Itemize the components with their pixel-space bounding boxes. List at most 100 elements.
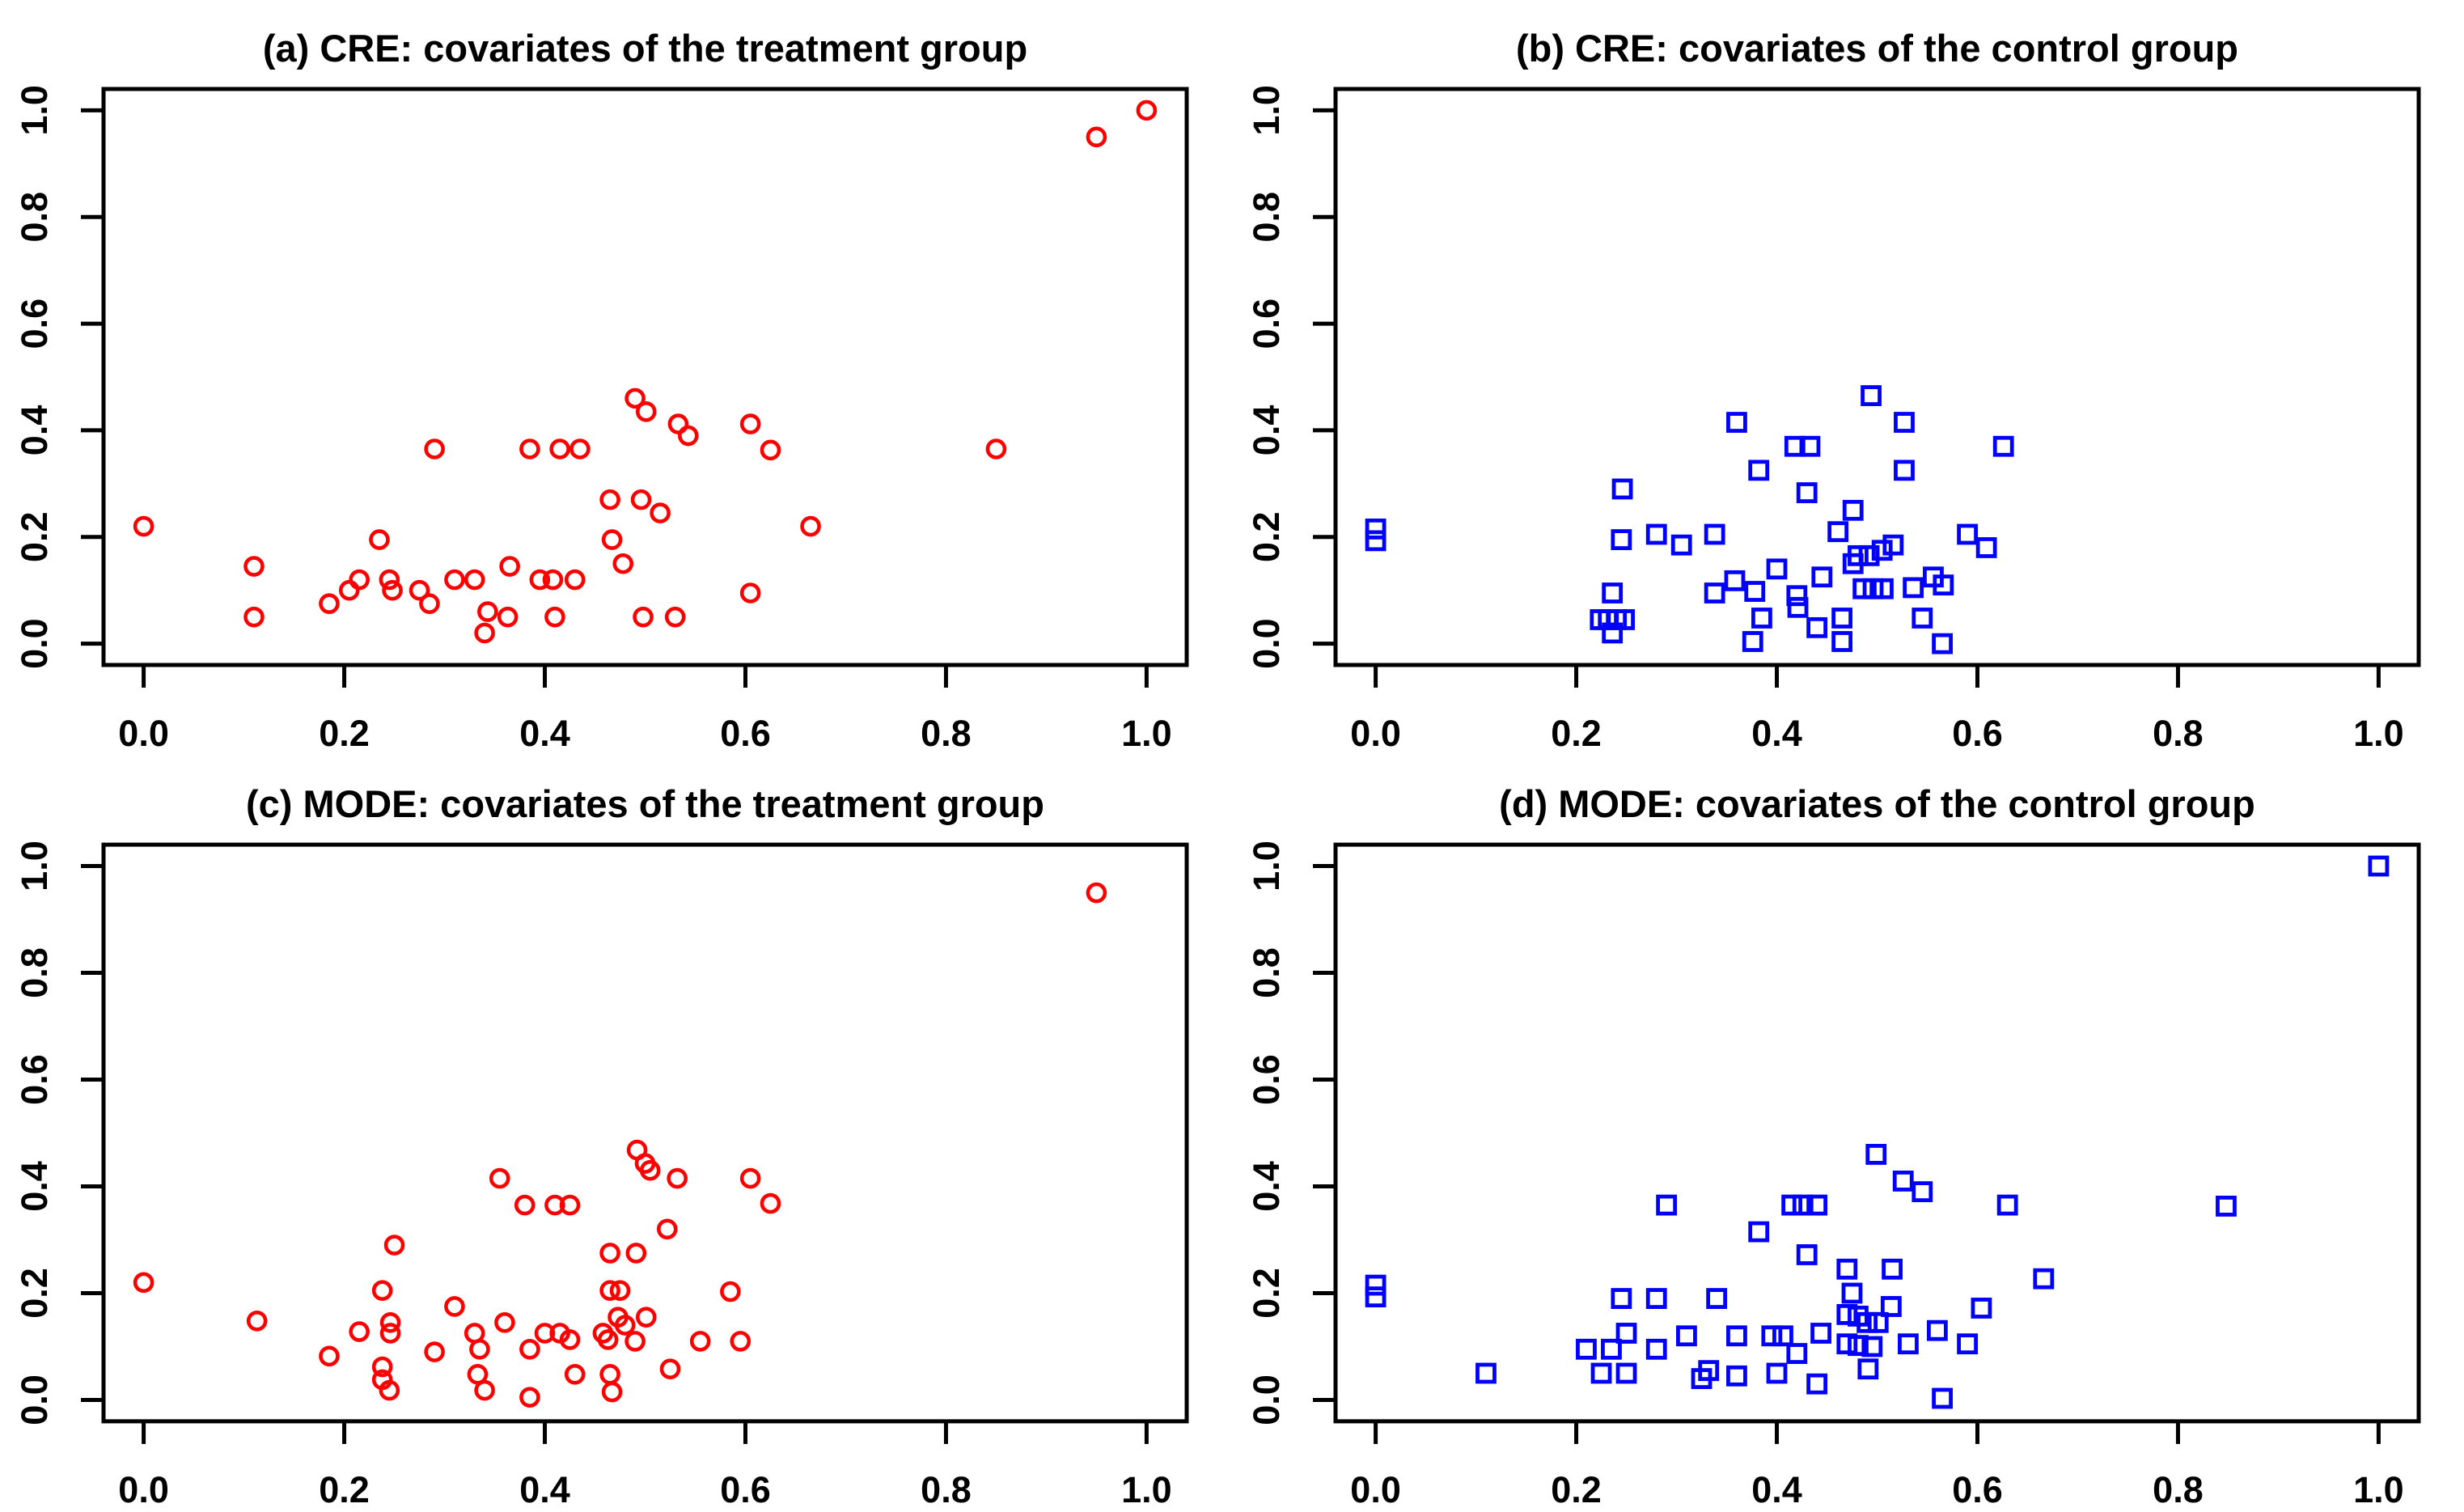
data-point xyxy=(1894,412,1915,433)
data-point xyxy=(2033,1268,2055,1290)
data-point xyxy=(1831,631,1853,652)
data-point xyxy=(1615,1362,1637,1384)
data-point xyxy=(477,601,498,622)
data-point xyxy=(625,1243,647,1264)
x-tick-label: 0.4 xyxy=(1751,713,1802,754)
scatter-plot-cre-control: (b) CRE: covariates of the control group… xyxy=(1246,27,2421,754)
data-point xyxy=(424,438,445,460)
data-point xyxy=(612,553,634,574)
data-point xyxy=(730,1331,751,1352)
data-point xyxy=(349,1321,370,1342)
data-point xyxy=(1766,1362,1788,1384)
y-tick-label: 0.2 xyxy=(14,1268,55,1319)
data-point xyxy=(1861,385,1882,406)
data-point xyxy=(667,413,689,434)
data-point xyxy=(1806,616,1828,638)
data-point xyxy=(1806,1194,1828,1216)
data-point xyxy=(689,1331,711,1352)
plot-title: (d) MODE: covariates of the control grou… xyxy=(1499,782,2255,825)
data-point xyxy=(1811,566,1833,588)
data-point xyxy=(494,1311,515,1333)
data-point xyxy=(1957,1333,1978,1355)
x-tick-label: 0.4 xyxy=(519,1469,570,1510)
y-tick-label: 0.6 xyxy=(1246,1054,1287,1105)
data-point xyxy=(519,1387,540,1408)
data-point xyxy=(1726,1365,1747,1387)
data-point xyxy=(1602,622,1624,644)
plot-box xyxy=(101,87,1189,667)
data-point xyxy=(1748,1221,1770,1243)
data-point xyxy=(564,569,586,591)
x-tick-label: 0.0 xyxy=(1350,713,1401,754)
data-point xyxy=(1590,1362,1612,1384)
data-point xyxy=(1873,578,1894,599)
data-point xyxy=(720,1281,741,1302)
y-tick-label: 1.0 xyxy=(1246,841,1287,892)
data-point xyxy=(1676,1325,1697,1347)
x-tick-label: 0.8 xyxy=(921,713,972,754)
y-tick-label: 0.8 xyxy=(1246,947,1287,998)
data-point xyxy=(1806,1373,1828,1395)
data-point xyxy=(544,606,565,628)
data-point xyxy=(1365,530,1387,552)
panel-cre-treatment: (a) CRE: covariates of the treatment gro… xyxy=(0,0,1232,756)
data-point xyxy=(1576,1338,1597,1360)
data-point xyxy=(1698,1360,1720,1382)
data-point xyxy=(474,622,495,644)
data-point xyxy=(379,1323,401,1344)
data-point xyxy=(1882,534,1904,556)
data-point xyxy=(1784,435,1806,457)
data-point xyxy=(1792,1194,1814,1216)
data-point xyxy=(614,1315,636,1336)
data-point xyxy=(444,569,465,591)
data-point xyxy=(133,1272,155,1294)
data-point xyxy=(338,579,360,601)
x-tick-label: 0.8 xyxy=(2153,1469,2204,1510)
data-point xyxy=(599,489,620,510)
y-tick-label: 0.4 xyxy=(1246,1161,1287,1212)
data-point xyxy=(633,606,654,628)
data-point xyxy=(519,1338,540,1360)
data-point xyxy=(599,1280,620,1302)
data-point xyxy=(1912,608,1933,629)
scatter-plot-cre-treatment: (a) CRE: covariates of the treatment gro… xyxy=(14,27,1189,754)
data-point xyxy=(1865,1143,1887,1165)
data-point xyxy=(1766,558,1788,580)
x-tick-label: 0.2 xyxy=(319,713,370,754)
y-tick-label: 0.0 xyxy=(1246,618,1287,669)
panel-cre-control: (b) CRE: covariates of the control group… xyxy=(1232,0,2464,756)
data-point xyxy=(133,515,155,537)
data-point xyxy=(1933,574,1954,596)
data-point xyxy=(243,606,265,628)
data-point xyxy=(1726,412,1747,433)
data-point xyxy=(1365,1274,1387,1296)
data-point xyxy=(760,439,781,461)
data-point xyxy=(1611,529,1632,550)
data-point xyxy=(601,529,623,550)
data-point xyxy=(349,569,370,591)
data-point xyxy=(1611,478,1633,500)
data-point xyxy=(1932,633,1953,654)
data-point xyxy=(1975,537,1997,558)
data-point xyxy=(609,1280,631,1302)
data-point xyxy=(424,1341,445,1362)
data-point xyxy=(1912,1181,1933,1203)
x-tick-label: 0.6 xyxy=(1952,1469,2003,1510)
data-point xyxy=(1882,1258,1903,1280)
data-point xyxy=(474,1379,495,1401)
data-point xyxy=(2216,1196,2237,1217)
data-point xyxy=(1670,534,1692,556)
data-point xyxy=(246,1310,268,1332)
data-point xyxy=(1726,1325,1747,1347)
data-point xyxy=(559,1194,581,1216)
data-point xyxy=(601,1381,623,1403)
data-point xyxy=(1841,1282,1863,1304)
data-point xyxy=(1799,435,1821,457)
y-tick-label: 0.2 xyxy=(14,511,55,562)
data-point xyxy=(624,388,646,409)
y-tick-label: 1.0 xyxy=(14,85,55,136)
y-tick-label: 1.0 xyxy=(14,841,55,892)
data-point xyxy=(419,593,440,614)
data-point xyxy=(678,425,699,447)
data-point xyxy=(1645,1288,1667,1310)
